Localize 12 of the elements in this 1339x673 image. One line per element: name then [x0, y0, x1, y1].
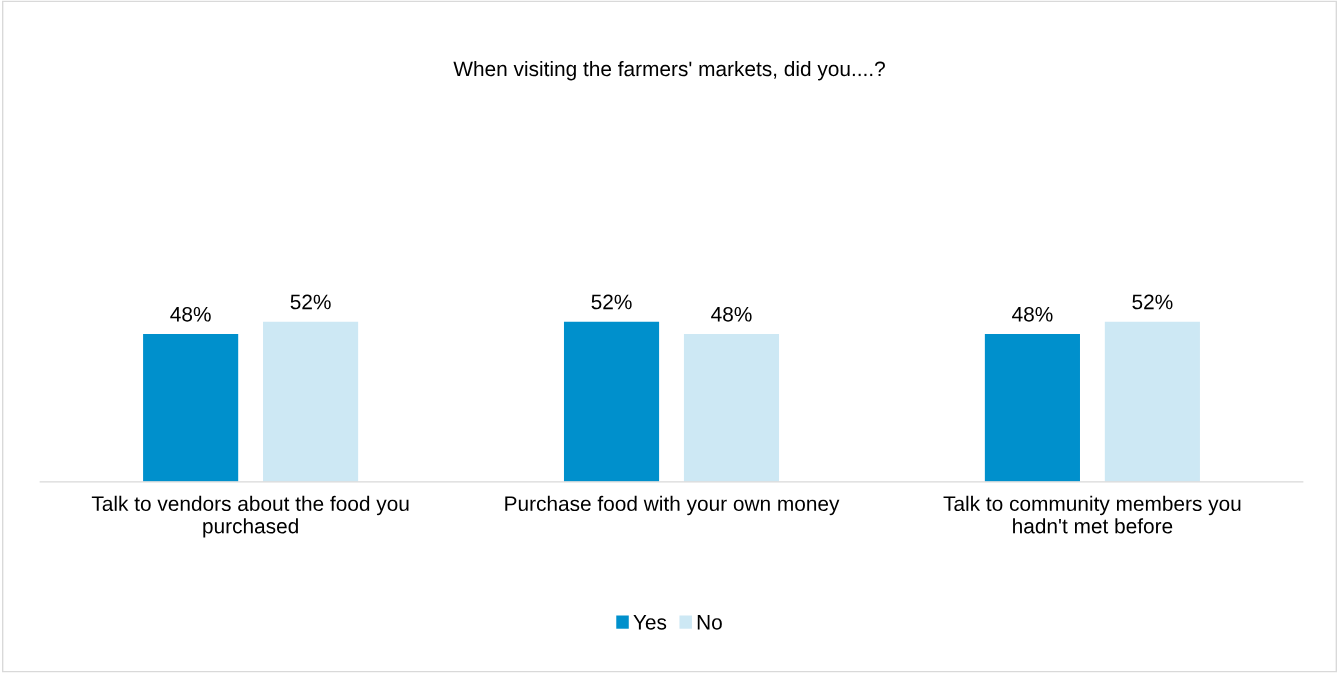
- legend-label: No: [697, 615, 722, 630]
- x-tick-label: Purchase food with your own money: [505, 495, 840, 516]
- legend-label: Yes: [633, 615, 667, 630]
- x-tick-label: Talk to community members you hadn't met before: [943, 495, 1241, 534]
- data-label: 48%: [170, 306, 211, 322]
- chart-title: When visiting the farmers' markets, did you....?: [453, 60, 885, 81]
- data-label: 52%: [290, 294, 331, 310]
- data-label: 52%: [1132, 294, 1173, 310]
- data-label: 48%: [1012, 306, 1053, 322]
- data-label: 52%: [591, 294, 632, 310]
- data-label: 48%: [711, 306, 752, 322]
- x-tick-label: Talk to vendors about the food you purchased: [91, 495, 409, 538]
